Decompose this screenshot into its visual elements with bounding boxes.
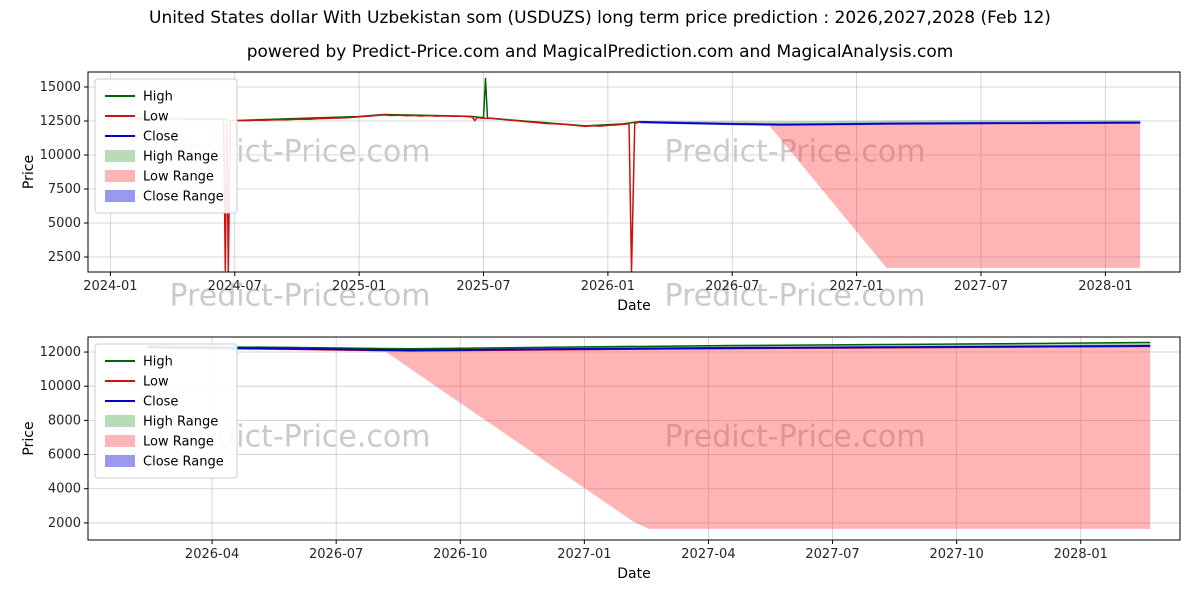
legend-swatch-patch xyxy=(105,170,135,182)
y-tick-label: 8000 xyxy=(48,413,81,428)
y-tick-label: 2000 xyxy=(48,516,81,531)
y-tick-label: 5000 xyxy=(48,216,81,231)
legend-swatch-patch xyxy=(105,150,135,162)
x-tick-label: 2027-07 xyxy=(954,279,1008,294)
y-tick-label: 2500 xyxy=(48,250,81,265)
x-tick-label: 2026-10 xyxy=(433,547,487,562)
legend-label: Low xyxy=(143,375,169,390)
x-tick-label: 2027-01 xyxy=(557,547,611,562)
legend-label: Low xyxy=(143,110,169,125)
legend-label: High Range xyxy=(143,415,218,430)
forecast-detail-chart: 2026-04 2026-07 2026-10 2027-01 2027-04 2027-… xyxy=(21,336,1181,582)
x-tick-label: 2027-01 xyxy=(829,279,883,294)
low-range-band xyxy=(640,122,1141,268)
y-axis-label: Price xyxy=(21,421,37,455)
legend-swatch-patch xyxy=(105,435,135,447)
x-tick-label: 2027-10 xyxy=(929,547,983,562)
y-tick-label: 12500 xyxy=(40,114,81,129)
y-tick-label: 6000 xyxy=(48,448,81,463)
plot-border xyxy=(87,71,1181,273)
legend-label: High xyxy=(143,90,173,105)
legend-label: High xyxy=(143,355,173,370)
history-and-forecast-chart: 2024-01 2024-07 2025-01 2025-07 2026-01 2026-… xyxy=(21,71,1181,314)
watermark-text: Predict-Price.com xyxy=(665,135,926,170)
legend-label: Close Range xyxy=(143,190,224,205)
y-tick-label: 15000 xyxy=(40,80,81,95)
watermark-text: Predict-Price.com xyxy=(665,279,926,314)
legend-label: High Range xyxy=(143,150,218,165)
legend-swatch-patch xyxy=(105,190,135,202)
x-axis-label: Date xyxy=(617,298,650,314)
forecast-detail-chart-plot-background xyxy=(88,337,1180,540)
low-range-band xyxy=(147,345,1151,529)
x-tick-label: 2028-01 xyxy=(1054,547,1108,562)
x-tick-label: 2028-01 xyxy=(1078,279,1132,294)
page-title: United States dollar With Uzbekistan som… xyxy=(149,8,1051,28)
y-tick-label: 10000 xyxy=(40,379,81,394)
x-tick-label: 2024-01 xyxy=(83,279,137,294)
page-subtitle: powered by Predict-Price.com and Magical… xyxy=(246,42,954,62)
legend-label: Close xyxy=(143,395,178,410)
x-tick-label: 2026-07 xyxy=(309,547,363,562)
y-tick-label: 4000 xyxy=(48,482,81,497)
legend-box xyxy=(94,343,238,479)
x-tick-label: 2025-07 xyxy=(456,279,510,294)
watermark-text: Predict-Price.com xyxy=(665,420,926,455)
x-tick-label: 2026-01 xyxy=(581,279,635,294)
legend-box xyxy=(94,78,238,214)
y-tick-label: 12000 xyxy=(40,345,81,360)
legend-swatch-patch xyxy=(105,415,135,427)
x-tick-label: 2026-04 xyxy=(185,547,239,562)
plot-border xyxy=(87,336,1181,541)
x-tick-label: 2024-07 xyxy=(208,279,262,294)
high-line xyxy=(147,341,1151,350)
legend-swatch-patch xyxy=(105,455,135,467)
y-tick-label: 10000 xyxy=(40,148,81,163)
legend-label: Low Range xyxy=(143,170,214,185)
legend-label: Close xyxy=(143,130,178,145)
x-tick-label: 2026-07 xyxy=(705,279,759,294)
x-tick-label: 2027-07 xyxy=(805,547,859,562)
legend-label: Low Range xyxy=(143,435,214,450)
x-tick-label: 2027-04 xyxy=(681,547,735,562)
y-tick-label: 7500 xyxy=(48,182,81,197)
close-line xyxy=(640,121,1141,126)
legend-label: Close Range xyxy=(143,455,224,470)
close-line xyxy=(147,344,1151,352)
y-axis-label: Price xyxy=(21,155,37,189)
watermark-text: Predict-Price.com xyxy=(170,279,431,314)
x-tick-label: 2025-01 xyxy=(332,279,386,294)
x-axis-label: Date xyxy=(617,566,650,582)
